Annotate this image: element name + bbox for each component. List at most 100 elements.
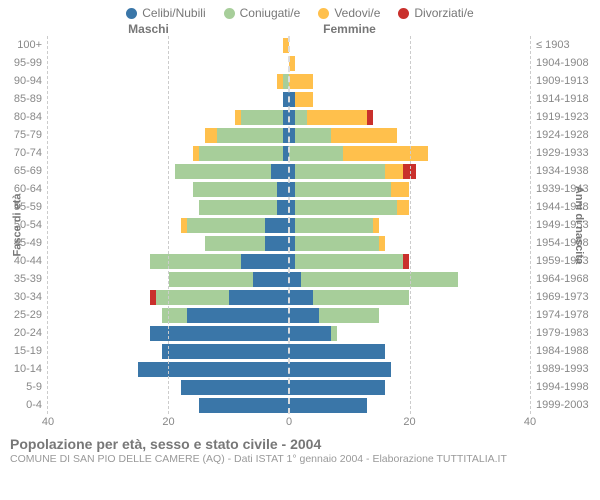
- year-tick: 1964-1968: [530, 270, 596, 288]
- bar-row-male: [48, 90, 289, 108]
- bar-female: [289, 362, 530, 377]
- bar-male: [48, 398, 289, 413]
- legend-item: Celibi/Nubili: [126, 6, 205, 20]
- bar-male: [48, 326, 289, 341]
- plot-female: [289, 36, 530, 414]
- age-tick: 25-29: [4, 306, 48, 324]
- bar-row-female: [289, 378, 530, 396]
- bar-row-female: [289, 360, 530, 378]
- bar-female: [289, 56, 530, 71]
- age-tick: 75-79: [4, 126, 48, 144]
- bar-segment: [289, 146, 343, 161]
- bar-row-female: [289, 54, 530, 72]
- bar-segment: [379, 236, 385, 251]
- column-headers: Maschi Femmine: [0, 22, 600, 36]
- age-tick: 70-74: [4, 144, 48, 162]
- chart-area: Fasce di età Anni di nascita 100+95-9990…: [0, 36, 600, 414]
- age-tick: 20-24: [4, 324, 48, 342]
- bar-segment: [169, 272, 253, 287]
- age-tick: 0-4: [4, 396, 48, 414]
- bar-female: [289, 398, 530, 413]
- bar-segment: [397, 200, 409, 215]
- bar-segment: [289, 308, 319, 323]
- bar-row-female: [289, 198, 530, 216]
- bar-segment: [373, 218, 379, 233]
- bar-female: [289, 236, 530, 251]
- bar-segment: [241, 254, 289, 269]
- bar-row-female: [289, 144, 530, 162]
- bar-segment: [289, 326, 331, 341]
- bar-male: [48, 128, 289, 143]
- bar-row-female: [289, 324, 530, 342]
- bar-segment: [289, 290, 313, 305]
- legend-label: Coniugati/e: [240, 6, 301, 20]
- bar-male: [48, 380, 289, 395]
- bar-segment: [319, 308, 379, 323]
- bar-segment: [187, 218, 265, 233]
- bar-row-male: [48, 288, 289, 306]
- ylabel-left: Fasce di età: [11, 194, 23, 257]
- year-tick: 1979-1983: [530, 324, 596, 342]
- xtick: 40: [42, 416, 54, 428]
- year-tick: 1974-1978: [530, 306, 596, 324]
- bar-row-female: [289, 180, 530, 198]
- bar-row-male: [48, 144, 289, 162]
- bar-row-male: [48, 126, 289, 144]
- ylabel-right: Anni di nascita: [573, 186, 585, 264]
- legend-item: Vedovi/e: [318, 6, 380, 20]
- bar-segment: [199, 398, 289, 413]
- year-tick: 1949-1953: [530, 216, 596, 234]
- bar-row-male: [48, 198, 289, 216]
- age-tick: 15-19: [4, 342, 48, 360]
- center-line: [288, 36, 290, 414]
- bar-row-female: [289, 252, 530, 270]
- bar-male: [48, 272, 289, 287]
- age-tick: 5-9: [4, 378, 48, 396]
- bar-male: [48, 362, 289, 377]
- bar-female: [289, 308, 530, 323]
- bar-segment: [205, 128, 217, 143]
- bar-female: [289, 200, 530, 215]
- legend-swatch-celibi: [126, 8, 137, 19]
- legend-swatch-divorziati: [398, 8, 409, 19]
- bar-segment: [162, 308, 186, 323]
- year-tick: 1984-1988: [530, 342, 596, 360]
- bar-male: [48, 182, 289, 197]
- bar-segment: [241, 110, 283, 125]
- bar-row-male: [48, 162, 289, 180]
- bar-segment: [265, 236, 289, 251]
- year-tick: 1944-1948: [530, 198, 596, 216]
- year-tick: 1934-1938: [530, 162, 596, 180]
- bar-segment: [175, 164, 271, 179]
- bar-female: [289, 290, 530, 305]
- bar-female: [289, 38, 530, 53]
- bar-row-male: [48, 306, 289, 324]
- bar-segment: [295, 92, 313, 107]
- bar-segment: [313, 290, 409, 305]
- xtick: 20: [162, 416, 174, 428]
- bar-segment: [162, 344, 289, 359]
- year-tick: 1939-1943: [530, 180, 596, 198]
- bar-male: [48, 110, 289, 125]
- bar-row-male: [48, 342, 289, 360]
- bar-segment: [229, 290, 289, 305]
- bar-segment: [253, 272, 289, 287]
- bar-segment: [193, 182, 277, 197]
- age-tick: 35-39: [4, 270, 48, 288]
- bar-segment: [295, 182, 391, 197]
- bar-row-female: [289, 36, 530, 54]
- age-tick: 30-34: [4, 288, 48, 306]
- legend: Celibi/Nubili Coniugati/e Vedovi/e Divor…: [0, 0, 600, 22]
- bar-row-male: [48, 54, 289, 72]
- bar-female: [289, 218, 530, 233]
- bar-segment: [150, 254, 240, 269]
- bar-row-female: [289, 270, 530, 288]
- bar-row-male: [48, 216, 289, 234]
- year-tick: 1989-1993: [530, 360, 596, 378]
- xtick: 20: [403, 416, 415, 428]
- bar-row-female: [289, 90, 530, 108]
- bar-segment: [205, 236, 265, 251]
- bar-male: [48, 236, 289, 251]
- bar-row-male: [48, 36, 289, 54]
- age-tick: 100+: [4, 36, 48, 54]
